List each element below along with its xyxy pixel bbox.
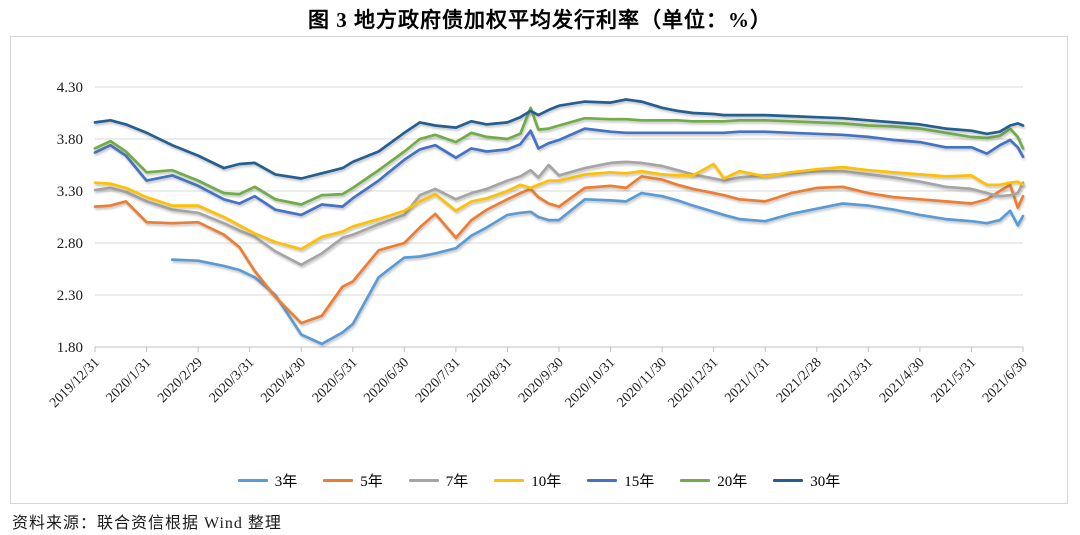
x-axis-tick-label: 2021/4/30 — [877, 355, 928, 406]
x-axis-tick-label: 2021/2/28 — [774, 355, 825, 406]
chart-container: 4.30 3.80 3.30 2.80 2.30 1.80 2019/12/31 2020/1… — [10, 36, 1068, 504]
y-axis-tick-label: 3.30 — [57, 184, 83, 200]
series-line-15年 — [93, 127, 1025, 217]
legend-item-5: 20年 — [680, 470, 747, 491]
x-axis-tick-label: 2020/7/31 — [413, 355, 464, 406]
legend-label: 3年 — [274, 474, 298, 490]
legend-line-swatch — [773, 478, 804, 483]
legend-line-swatch — [494, 478, 525, 483]
series-line-3年 — [170, 191, 1025, 346]
legend-item-3: 10年 — [494, 470, 561, 491]
x-axis-tick-label: 2020/3/31 — [207, 355, 258, 406]
legend-line-swatch — [323, 478, 354, 483]
y-axis-tick-label: 4.30 — [57, 80, 83, 96]
legend-line-swatch — [408, 478, 439, 483]
legend-item-6: 30年 — [773, 470, 840, 491]
x-axis-tick-label: 2020/11/30 — [615, 355, 670, 410]
x-axis-tick-label: 2020/5/31 — [310, 355, 361, 406]
legend-label: 20年 — [717, 474, 748, 490]
x-axis-tick-label: 2020/10/31 — [563, 355, 619, 411]
series-line-30年 — [93, 98, 1025, 180]
x-axis-tick-label: 2020/4/30 — [258, 355, 309, 406]
x-axis-tick-label: 2021/5/31 — [929, 355, 980, 406]
legend-item-4: 15年 — [587, 470, 654, 491]
x-axis-tick-label: 2019/12/31 — [47, 355, 103, 411]
y-axis-tick-label: 2.30 — [57, 288, 83, 304]
legend-line-swatch — [237, 478, 268, 483]
y-axis-tick-label: 3.80 — [57, 132, 83, 148]
legend-label: 10年 — [531, 474, 562, 490]
legend-label: 5年 — [360, 474, 383, 490]
legend-item-0: 3年 — [237, 470, 298, 491]
x-axis-tick-label: 2021/6/30 — [980, 355, 1031, 406]
x-axis-tick-label: 2020/2/29 — [155, 355, 206, 406]
x-axis-tick-label: 2021/1/31 — [722, 355, 773, 406]
chart-legend: 3年 5年 7年 10年 15年 20年 30年 — [11, 470, 1067, 491]
y-axis-tick-label: 1.80 — [57, 340, 83, 356]
source-note: 资料来源：联合资信根据 Wind 整理 — [12, 515, 282, 532]
x-axis-tick-label: 2021/3/31 — [825, 355, 876, 406]
series-line-5年 — [93, 175, 1025, 325]
legend-line-swatch — [587, 478, 618, 483]
x-axis-tick-label: 2020/9/30 — [516, 355, 567, 406]
series-line-20年 — [93, 106, 1025, 206]
legend-item-2: 7年 — [408, 470, 469, 491]
y-axis-tick-label: 2.80 — [57, 236, 83, 252]
legend-label: 15年 — [624, 474, 655, 490]
x-axis-tick-label: 2020/1/31 — [104, 355, 155, 406]
legend-line-swatch — [680, 478, 711, 483]
x-axis-tick-label: 2020/12/31 — [666, 355, 722, 411]
x-axis-tick-label: 2020/6/30 — [361, 355, 412, 406]
legend-label: 30年 — [810, 474, 841, 490]
figure-title: 图 3 地方政府债加权平均发行利率（单位：%） — [308, 8, 772, 32]
series-line-7年 — [93, 160, 1025, 267]
series-line-10年 — [93, 162, 1025, 251]
x-axis-tick-label: 2020/8/31 — [465, 355, 516, 406]
legend-label: 7年 — [445, 474, 469, 490]
legend-item-1: 5年 — [323, 470, 383, 491]
